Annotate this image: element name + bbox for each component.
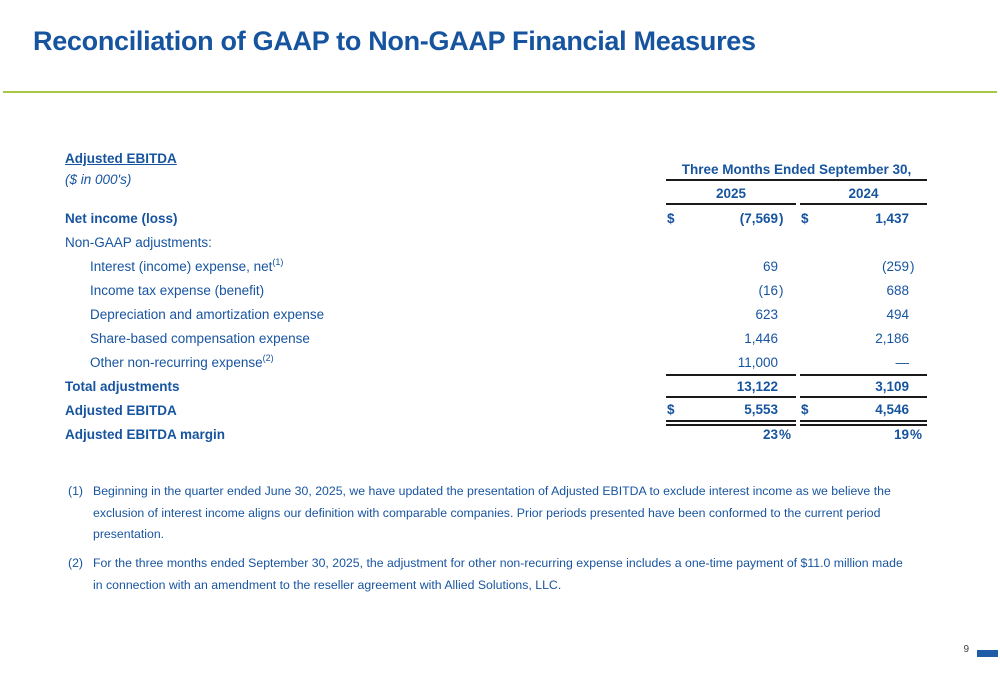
- value-cell-2025: 623: [666, 302, 796, 326]
- cell-value: (16: [758, 282, 778, 298]
- value-cell-2024: 2,186: [800, 326, 927, 350]
- table-row: Adjusted EBITDA margin 23% 19%: [65, 422, 929, 446]
- cell-value: 688: [886, 282, 909, 298]
- dollar-sign: $: [667, 210, 675, 226]
- cell-value: 623: [755, 306, 778, 322]
- value-cell-2024: 3,109: [800, 374, 927, 398]
- row-label: Interest (income) expense, net (1): [90, 257, 284, 274]
- cell-value: 2,186: [875, 330, 909, 346]
- value-cell-2025: $5,553: [666, 398, 796, 426]
- row-label: Net income (loss): [65, 210, 178, 226]
- value-cell-2025: $ (7,569): [667, 210, 784, 226]
- dollar-sign: $: [667, 401, 675, 417]
- table-row: Interest (income) expense, net (1) 69 (259): [65, 254, 929, 278]
- table-row: Other non-recurring expense (2) 11,000 —: [65, 350, 929, 374]
- value-cell-2025: 13,122: [666, 374, 796, 398]
- footnote-text: For the three months ended September 30,…: [93, 556, 903, 592]
- cell-value: 13,122: [736, 378, 778, 394]
- value-cell-2024: (259): [881, 258, 915, 274]
- value-cell-2024: $1,437: [800, 206, 927, 230]
- footnote-marker: (1): [68, 484, 84, 498]
- table-row: Non-GAAP adjustments:: [65, 230, 929, 254]
- value-cell-2024: 688: [800, 278, 927, 302]
- value-cell-2025: [666, 230, 796, 254]
- cell-value: 19: [893, 426, 909, 442]
- title-divider: [3, 91, 997, 93]
- value-cell-2024: 494: [800, 302, 927, 326]
- table-row: Income tax expense (benefit) (16) 688: [65, 278, 929, 302]
- value-cell-2025: 23%: [762, 426, 792, 442]
- table-rows: Net income (loss) $ (7,569) $1,437 Non-GAAP …: [65, 206, 929, 446]
- cell-value: 1,437: [875, 210, 909, 226]
- footnote: (1) Beginning in the quarter ended June 3…: [68, 481, 911, 546]
- row-label: Depreciation and amortization expense: [90, 306, 325, 322]
- table-units-subtitle: ($ in 000's): [65, 172, 132, 187]
- column-header-2025: 2025: [666, 186, 796, 205]
- page-title: Reconciliation of GAAP to Non-GAAP Finan…: [33, 26, 756, 56]
- row-label: Non-GAAP adjustments:: [65, 234, 212, 250]
- footnote-marker: (2): [68, 556, 84, 570]
- cell-value: 494: [886, 306, 909, 322]
- footer-accent-bar: [977, 650, 998, 657]
- row-label: Adjusted EBITDA: [65, 402, 177, 418]
- cell-value: 5,553: [744, 401, 778, 417]
- value-cell-2024: [800, 230, 927, 254]
- dollar-sign: $: [801, 210, 809, 226]
- row-label: Share-based compensation expense: [90, 330, 310, 346]
- table-row: Share-based compensation expense 1,446 2,1…: [65, 326, 929, 350]
- cell-value: 11,000: [737, 354, 778, 370]
- cell-value: (259: [881, 258, 909, 274]
- cell-value: 4,546: [875, 401, 909, 417]
- table-row: Depreciation and amortization expense 623…: [65, 302, 929, 326]
- cell-value: 23: [762, 426, 778, 442]
- value-cell-2025: 11,000: [666, 350, 796, 374]
- cell-value: 3,109: [875, 378, 909, 394]
- table-section-title: Adjusted EBITDA: [65, 151, 177, 166]
- value-cell-2024: $4,546: [800, 398, 927, 426]
- value-cell-2025: (16): [758, 282, 784, 298]
- row-label: Other non-recurring expense (2): [90, 353, 274, 370]
- row-label: Adjusted EBITDA margin: [65, 426, 226, 442]
- value-cell-2025: 69: [666, 254, 796, 278]
- dollar-sign: $: [801, 401, 809, 417]
- column-header-2024: 2024: [800, 186, 927, 205]
- cell-value: 1,446: [744, 330, 778, 346]
- value-cell-2024: —: [800, 350, 927, 374]
- footnote: (2) For the three months ended September …: [68, 553, 911, 596]
- cell-value: 69: [762, 258, 778, 274]
- footnote-text: Beginning in the quarter ended June 30, …: [93, 484, 891, 541]
- table-row: Total adjustments 13,122 3,109: [65, 374, 929, 398]
- cell-value: —: [895, 354, 910, 370]
- value-cell-2025: 1,446: [666, 326, 796, 350]
- period-header: Three Months Ended September 30,: [666, 162, 927, 181]
- value-cell-2024: 19%: [893, 426, 923, 442]
- table-row: Adjusted EBITDA $5,553 $4,546: [65, 398, 929, 426]
- page-number: 9: [963, 644, 969, 655]
- cell-value: (7,569: [739, 210, 778, 226]
- row-label: Income tax expense (benefit): [90, 282, 265, 298]
- table-row: Net income (loss) $ (7,569) $1,437: [65, 206, 929, 230]
- row-label: Total adjustments: [65, 378, 180, 394]
